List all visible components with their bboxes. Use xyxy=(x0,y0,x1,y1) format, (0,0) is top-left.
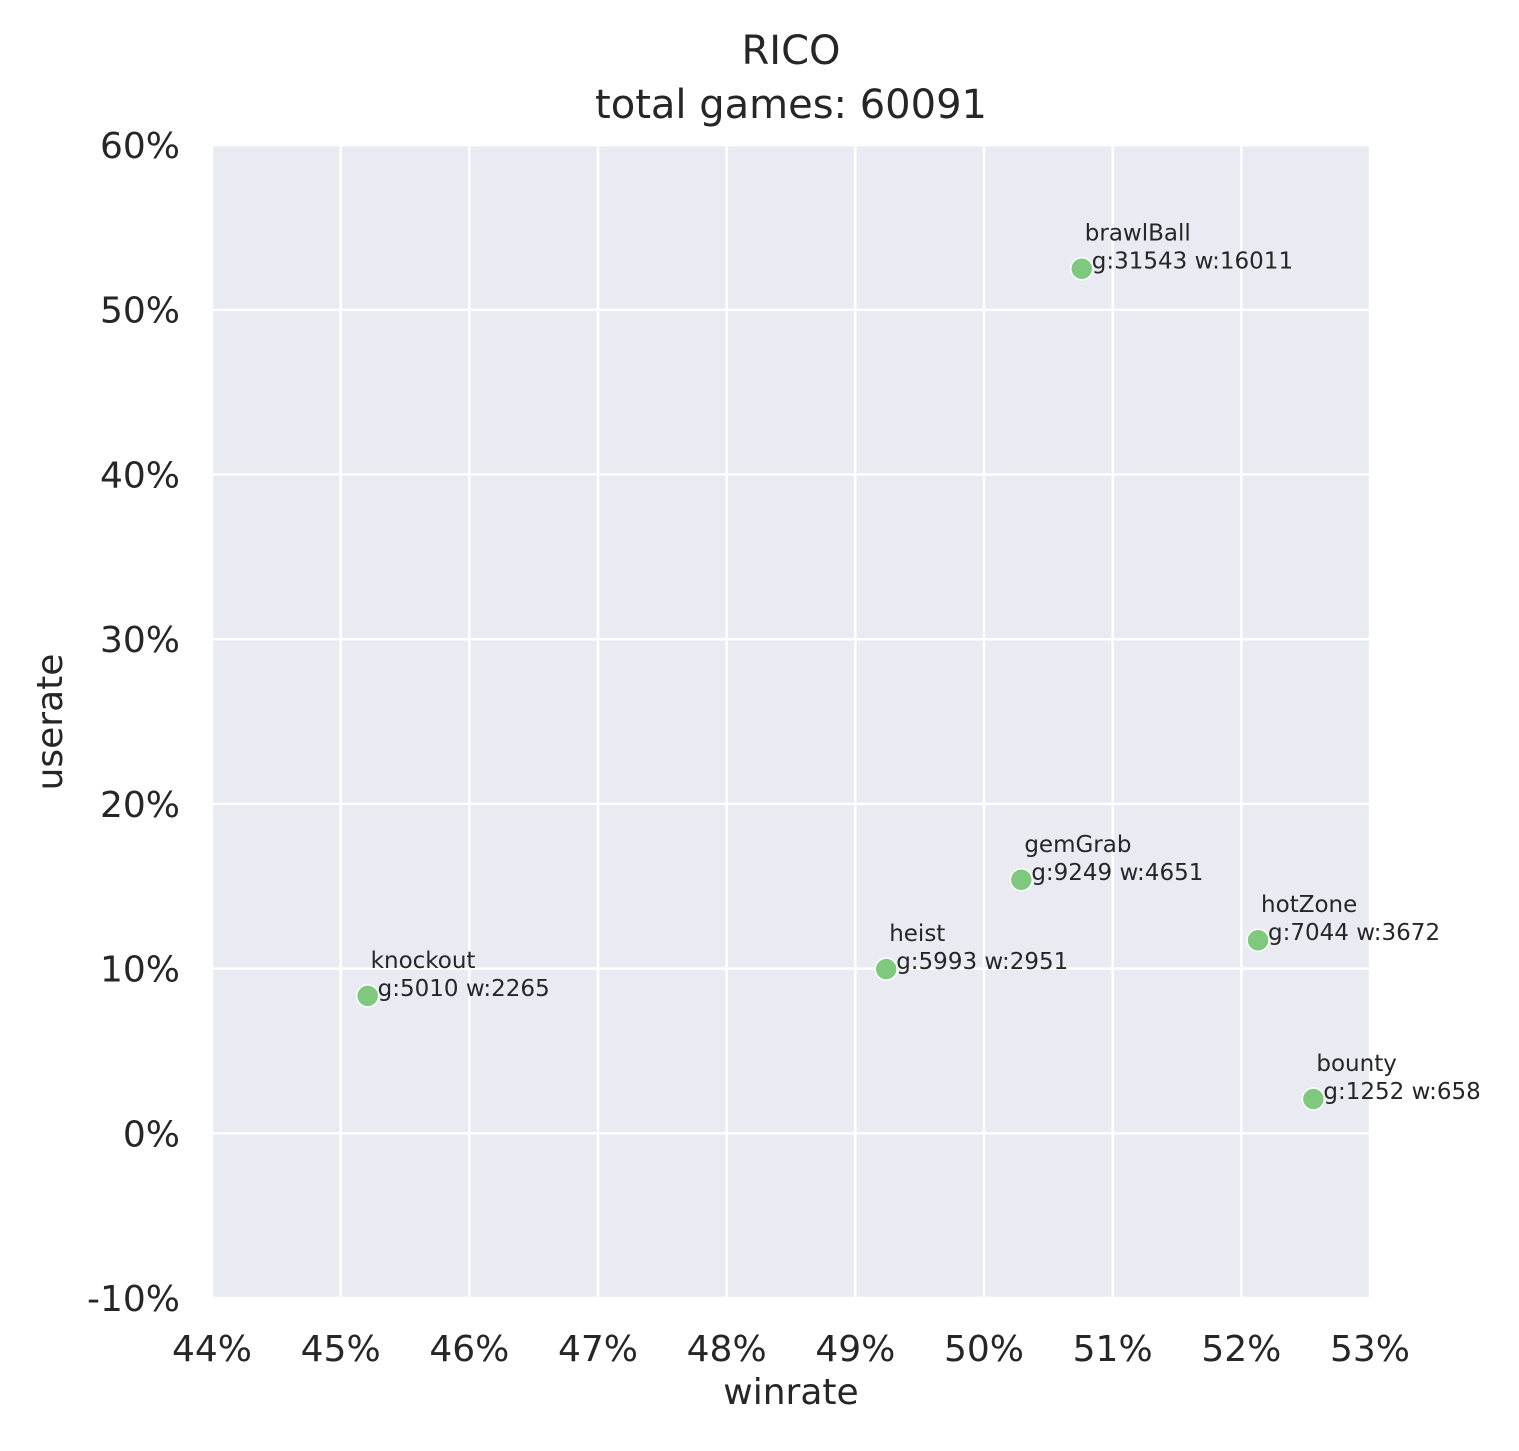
y-tick-label: 0% xyxy=(123,1114,180,1155)
point-label: brawlBall g:31543 w:16011 xyxy=(1085,221,1293,275)
point-label: heist g:5993 w:2951 xyxy=(889,921,1068,975)
data-point xyxy=(1246,928,1270,952)
y-tick-label: 10% xyxy=(100,950,180,991)
point-label: bounty g:1252 w:658 xyxy=(1316,1051,1480,1105)
x-axis-label: winrate xyxy=(723,1372,858,1413)
data-point xyxy=(1070,256,1094,281)
point-labels: brawlBall g:31543 w:16011 gemGrab g:9249 w:… xyxy=(371,221,1481,1105)
x-tick-label: 50% xyxy=(944,1329,1024,1370)
data-points xyxy=(355,256,1326,1111)
chart-title: RICO xyxy=(741,28,840,74)
y-tick-label: 20% xyxy=(100,785,180,826)
y-tick-label: 50% xyxy=(100,291,180,332)
y-tick-label: 30% xyxy=(100,620,180,661)
grid-lines xyxy=(210,143,1372,1300)
data-point xyxy=(1301,1087,1326,1111)
x-tick-label: 45% xyxy=(301,1329,381,1370)
y-tick-label: 60% xyxy=(100,126,180,167)
y-axis-label: userate xyxy=(30,654,71,791)
y-tick-label: -10% xyxy=(87,1279,180,1320)
data-point xyxy=(874,957,898,981)
x-tick-label: 49% xyxy=(815,1329,895,1370)
data-point xyxy=(355,984,380,1008)
point-label: knockout g:5010 w:2265 xyxy=(371,948,550,1002)
y-tick-label: 40% xyxy=(100,455,180,496)
plot-area xyxy=(212,145,1370,1298)
point-label: hotZone g:7044 w:3672 xyxy=(1261,892,1440,946)
x-tick-label: 48% xyxy=(687,1329,767,1370)
x-tick-label: 52% xyxy=(1201,1329,1281,1370)
x-tick-label: 46% xyxy=(429,1329,509,1370)
x-tick-label: 51% xyxy=(1073,1329,1153,1370)
point-label: gemGrab g:9249 w:4651 xyxy=(1024,832,1203,886)
x-tick-label: 47% xyxy=(558,1329,638,1370)
x-tick-label: 44% xyxy=(172,1329,252,1370)
x-tick-label: 53% xyxy=(1330,1329,1410,1370)
chart-subtitle: total games: 60091 xyxy=(595,82,987,128)
x-tick-labels: 44% 45% 46% 47% 48% 49% 50% 51% 52% 53% xyxy=(172,1329,1410,1370)
data-point xyxy=(1009,868,1034,892)
y-tick-labels: -10% 0% 10% 20% 30% 40% 50% 60% xyxy=(87,126,180,1320)
